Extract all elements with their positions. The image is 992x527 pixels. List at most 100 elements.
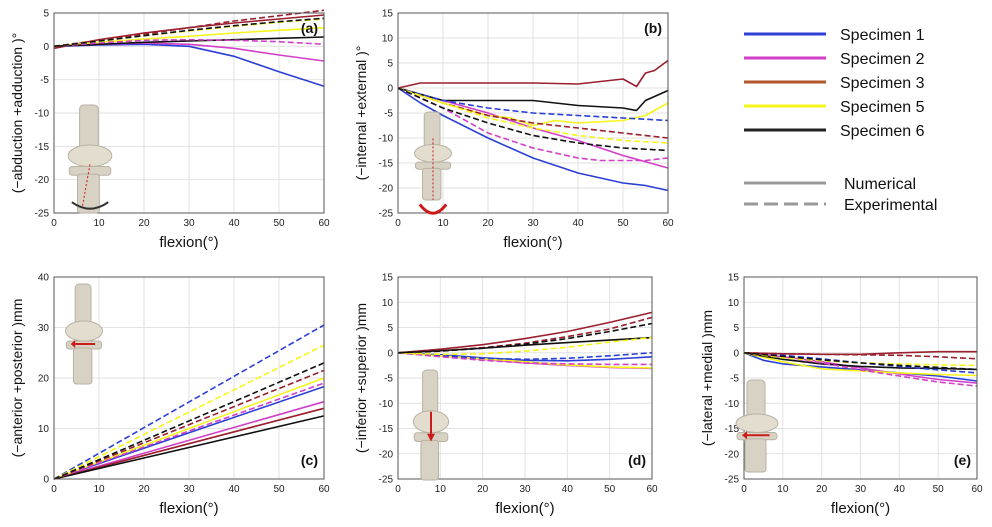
y-tick-label: -25: [35, 209, 50, 220]
x-tick-label: 20: [138, 484, 150, 495]
y-tick-label: -10: [725, 399, 740, 410]
knee-illustration-d: [412, 369, 450, 481]
x-tick-label: 30: [183, 218, 195, 229]
legend: Specimen 1 Specimen 2 Specimen 3 Specimen 5…: [744, 27, 937, 214]
series-specimen-6-numerical: [53, 36, 325, 48]
series-specimen-3-experimental: [743, 352, 978, 360]
knee-illustration-a: [67, 104, 113, 214]
y-tick-label: 5: [387, 59, 393, 70]
x-axis-label: flexion(°): [503, 234, 562, 251]
panel-d: 0 10 20 30 40 50 60 -25 -20 -15 -10 -5 0 5 10 15 flexion…: [353, 273, 658, 518]
x-tick-label: 0: [51, 484, 57, 495]
x-axis-label: flexion(°): [159, 234, 218, 251]
y-tick-label: 15: [728, 273, 740, 284]
y-tick-label: -5: [384, 109, 393, 120]
y-tick-label: 40: [38, 273, 50, 284]
series-specimen-5-experimental: [397, 336, 653, 356]
series-specimen-3-numerical: [397, 59, 669, 89]
y-tick-label: 5: [387, 323, 393, 334]
series-specimen-6-numerical: [397, 87, 669, 112]
y-tick-label: 30: [38, 323, 50, 334]
y-tick-label: -20: [725, 449, 740, 460]
series-specimen-5-experimental: [397, 87, 669, 144]
y-tick-label: 5: [733, 323, 739, 334]
x-tick-label: 0: [395, 484, 401, 495]
series-specimen-1-experimental: [397, 87, 669, 122]
legend-label: Specimen 6: [840, 123, 925, 140]
x-tick-label: 30: [519, 484, 531, 495]
series-specimen-6-numerical: [743, 352, 978, 371]
y-tick-label: 10: [38, 424, 50, 435]
x-tick-label: 10: [435, 484, 447, 495]
knee-illustration-b: [414, 111, 452, 215]
legend-label: Specimen 3: [840, 75, 925, 92]
series-specimen-2-experimental: [53, 38, 325, 48]
x-tick-label: 20: [482, 218, 494, 229]
x-tick-label: 60: [971, 484, 983, 495]
y-axis-label: (−inferior +superior )mm: [353, 303, 369, 453]
y-tick-label: 10: [728, 298, 740, 309]
x-tick-label: 10: [437, 218, 449, 229]
y-axis-label: (−abduction +adduction )°: [9, 33, 25, 194]
y-tick-label: 0: [43, 42, 49, 53]
y-tick-label: -20: [379, 449, 394, 460]
legend-label: Specimen 5: [840, 99, 925, 116]
x-tick-label: 30: [183, 484, 195, 495]
series-specimen-3-experimental: [397, 316, 653, 354]
y-tick-label: -5: [40, 75, 49, 86]
y-tick-label: -5: [730, 374, 739, 385]
y-tick-label: 5: [43, 9, 49, 20]
x-tick-label: 10: [93, 484, 105, 495]
series-specimen-6-experimental: [743, 352, 978, 371]
y-tick-label: -25: [379, 475, 394, 486]
series-specimen-1-experimental: [53, 324, 325, 480]
legend-label: Numerical: [844, 176, 916, 193]
y-tick-label: -25: [379, 209, 394, 220]
series-specimen-6-experimental: [397, 322, 653, 354]
y-tick-label: 15: [382, 9, 394, 20]
plot-frame: [53, 12, 325, 214]
panel-label: (b): [644, 20, 662, 36]
series-specimen-6-experimental: [397, 87, 669, 152]
y-tick-label: 10: [382, 298, 394, 309]
y-axis-label: (−anterior +posterior )mm: [9, 299, 25, 458]
y-tick-label: -20: [379, 184, 394, 195]
x-tick-label: 40: [572, 218, 584, 229]
panel-label: (c): [301, 452, 318, 468]
y-tick-label: 0: [387, 348, 393, 359]
series-specimen-2-experimental: [397, 352, 652, 366]
panel-e: 0 10 20 30 40 50 60 -25 -20 -15 -10 -5 0 5 10 15 flexion…: [699, 273, 983, 518]
x-tick-label: 0: [51, 218, 57, 229]
y-tick-label: -15: [379, 159, 394, 170]
y-tick-label: -10: [379, 134, 394, 145]
x-tick-label: 60: [662, 218, 674, 229]
panel-label: (a): [301, 20, 318, 36]
series-specimen-2-numerical: [53, 400, 325, 480]
y-tick-label: -20: [35, 175, 50, 186]
panel-c: 0 10 20 30 40 50 60 0 10 20 30 40 flexion(°) (−anteri…: [9, 273, 330, 518]
legend-label: Specimen 1: [840, 27, 925, 44]
x-tick-label: 50: [617, 218, 629, 229]
y-tick-label: -25: [725, 475, 740, 486]
series-specimen-1-numerical: [397, 87, 669, 192]
x-tick-label: 0: [395, 218, 401, 229]
x-tick-label: 20: [477, 484, 489, 495]
x-tick-label: 60: [318, 218, 330, 229]
x-tick-label: 20: [138, 218, 150, 229]
x-tick-label: 40: [228, 484, 240, 495]
series-specimen-6-numerical: [397, 336, 653, 354]
x-tick-label: 30: [527, 218, 539, 229]
x-tick-label: 40: [228, 218, 240, 229]
y-tick-label: 10: [382, 34, 394, 45]
y-tick-label: -5: [384, 374, 393, 385]
panel-label: (d): [628, 452, 646, 468]
x-tick-label: 50: [273, 218, 285, 229]
series-specimen-2-experimental: [53, 382, 325, 480]
series-specimen-6-numerical: [53, 415, 325, 480]
legend-label: Specimen 2: [840, 51, 925, 68]
x-axis-label: flexion(°): [831, 500, 890, 517]
panel-b: 0 10 20 30 40 50 60 -25 -20 -15 -10 -5 0 5 10 15 flexion…: [353, 9, 674, 252]
x-tick-label: 10: [777, 484, 789, 495]
series-specimen-3-numerical: [53, 407, 325, 480]
